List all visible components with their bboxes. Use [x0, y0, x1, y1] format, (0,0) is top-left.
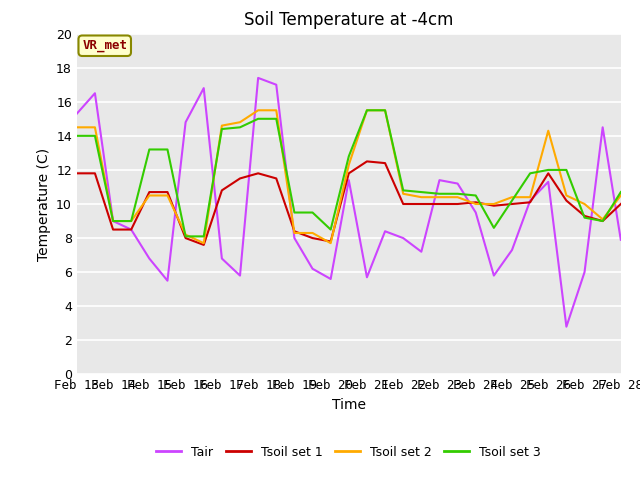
Title: Soil Temperature at -4cm: Soil Temperature at -4cm [244, 11, 454, 29]
Text: VR_met: VR_met [82, 39, 127, 52]
Legend: Tair, Tsoil set 1, Tsoil set 2, Tsoil set 3: Tair, Tsoil set 1, Tsoil set 2, Tsoil se… [152, 441, 546, 464]
X-axis label: Time: Time [332, 398, 366, 412]
Y-axis label: Temperature (C): Temperature (C) [36, 147, 51, 261]
